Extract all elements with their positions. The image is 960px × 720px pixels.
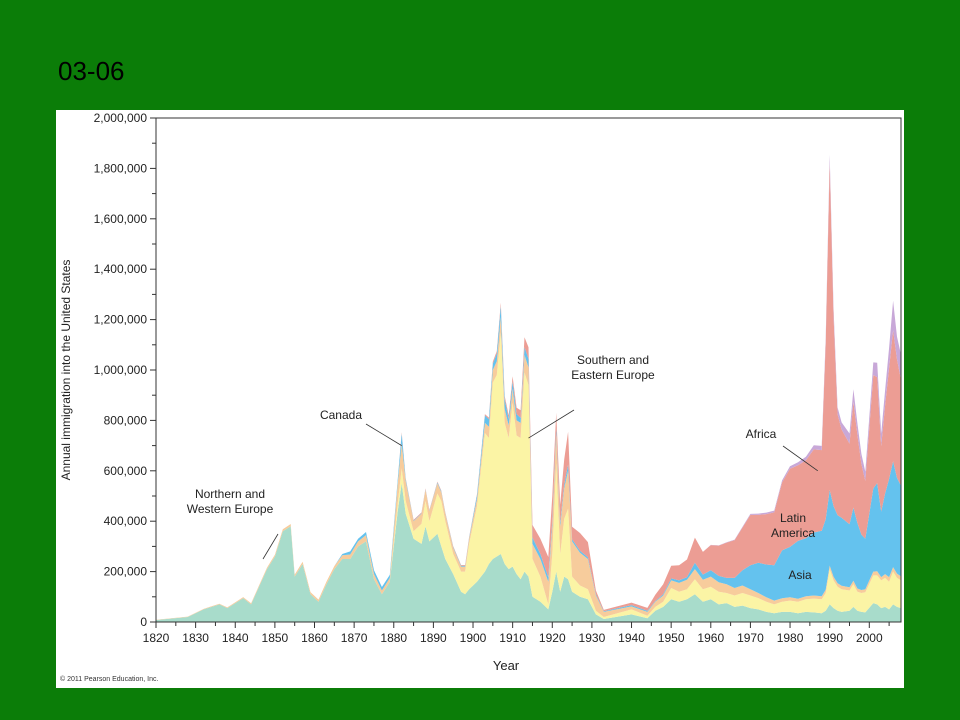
y-tick-label: 2,000,000	[94, 111, 148, 125]
annotation-leader	[782, 445, 819, 472]
annotation-leader	[262, 533, 279, 560]
x-tick-label: 1920	[539, 631, 566, 645]
area-series-0	[156, 483, 901, 622]
annotation-leader	[365, 423, 402, 446]
x-tick-label: 1990	[816, 631, 843, 645]
annotation-leader	[528, 409, 575, 439]
annotations: Northern and Western Europe Canada Southern…	[187, 353, 819, 582]
immigration-area-chart: 0 200,000 400,000 600,000 800,000 1,000,000 1,…	[59, 111, 902, 673]
x-axis-ticks: 1820 1830 1840 1850 1860 1870 1880 1890 1900 1910…	[143, 622, 890, 645]
annotation-label: Southern and Eastern Europe	[571, 353, 655, 382]
x-tick-label: 1890	[420, 631, 447, 645]
y-tick-label: 400,000	[104, 514, 148, 528]
y-tick-label: 1,600,000	[94, 212, 148, 226]
x-tick-label: 1930	[579, 631, 606, 645]
x-axis-label: Year	[493, 658, 520, 673]
y-tick-label: 800,000	[104, 413, 148, 427]
annotation-label: Canada	[320, 408, 362, 422]
annotation-label: Africa	[746, 427, 777, 441]
y-tick-label: 200,000	[104, 565, 148, 579]
x-tick-label: 1970	[737, 631, 764, 645]
y-tick-label: 1,800,000	[94, 161, 148, 175]
y-tick-label: 0	[140, 615, 147, 629]
chart-panel: 0 200,000 400,000 600,000 800,000 1,000,000 1,…	[56, 110, 904, 688]
y-tick-label: 1,000,000	[94, 363, 148, 377]
y-tick-label: 1,200,000	[94, 313, 148, 327]
x-tick-label: 1980	[777, 631, 804, 645]
area-series-1	[156, 332, 901, 620]
x-tick-label: 1860	[301, 631, 328, 645]
x-tick-label: 1880	[380, 631, 407, 645]
x-tick-label: 1910	[499, 631, 526, 645]
copyright-notice: © 2011 Pearson Education, Inc.	[60, 676, 159, 683]
stacked-areas	[156, 154, 901, 622]
annotation-label: Latin America	[771, 511, 815, 540]
x-tick-label: 1960	[697, 631, 724, 645]
area-series-2	[156, 317, 901, 620]
x-tick-label: 2000	[856, 631, 883, 645]
x-tick-label: 1950	[658, 631, 685, 645]
y-tick-label: 1,400,000	[94, 262, 148, 276]
x-tick-label: 1900	[460, 631, 487, 645]
x-tick-label: 1870	[341, 631, 368, 645]
slide-title: 03-06	[58, 56, 125, 86]
x-tick-label: 1820	[143, 631, 170, 645]
annotation-label: Asia	[788, 568, 812, 582]
x-tick-label: 1850	[262, 631, 289, 645]
x-tick-label: 1840	[222, 631, 249, 645]
y-axis-ticks: 0 200,000 400,000 600,000 800,000 1,000,000 1,…	[94, 111, 156, 629]
annotation-label: Northern and Western Europe	[187, 487, 274, 516]
y-axis-label: Annual immigration into the United State…	[59, 260, 73, 481]
x-tick-label: 1830	[182, 631, 209, 645]
y-tick-label: 600,000	[104, 464, 148, 478]
x-tick-label: 1940	[618, 631, 645, 645]
